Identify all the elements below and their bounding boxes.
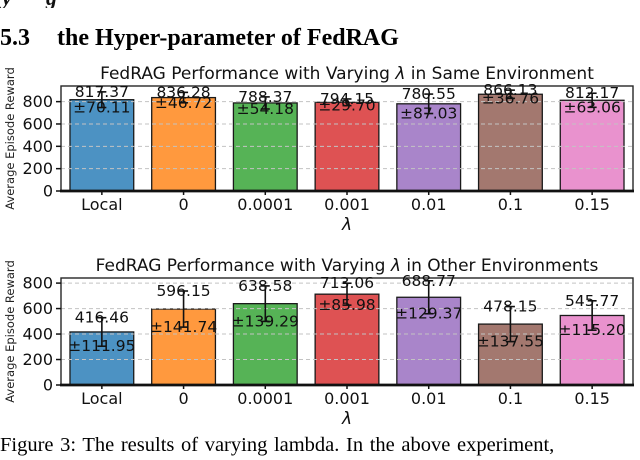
y-tick-label: 0 [43, 376, 53, 395]
bar-error-label: ±129.37 [395, 305, 462, 323]
chart-title: FedRAG Performance with Varying λ in Oth… [96, 256, 599, 276]
bar-value-label: 812.17 [565, 84, 619, 102]
bar [314, 293, 380, 386]
bar-error-label: ±36.76 [482, 89, 539, 107]
bar-value-label: 836.28 [156, 83, 210, 101]
bar-value-label: 794.15 [320, 90, 374, 108]
y-tick-label: 800 [22, 92, 53, 111]
bar-error-label: ±139.29 [232, 312, 299, 330]
bar [559, 99, 625, 192]
bar-error-label: ±46.72 [155, 94, 212, 112]
bar-error-label: ±141.74 [150, 318, 217, 336]
y-tick-label: 600 [22, 299, 53, 318]
bar-value-label: 780.55 [402, 85, 456, 103]
bar-value-label: 688.77 [402, 272, 456, 290]
bar-value-label: 416.46 [75, 309, 129, 327]
y-tick-label: 0 [43, 182, 53, 201]
x-tick-label: 0.001 [324, 389, 370, 408]
x-tick-label: 0.01 [411, 389, 447, 408]
figure-caption: Figure 3: The results of varying lambda.… [0, 434, 555, 456]
bar [477, 93, 543, 192]
chart-same-environment: Local 0 0.0001 0.001 0.01 0.1 0.15 0 200 400 600 80… [3, 64, 634, 233]
bar-value-label: 638.58 [238, 277, 292, 295]
y-tick-label: 600 [22, 114, 53, 133]
x-tick-label: 0.0001 [237, 389, 293, 408]
bar-error-label: ±115.20 [559, 321, 626, 339]
bar [151, 96, 217, 192]
y-tick-label: 800 [22, 274, 53, 293]
x-tick-label: 0.15 [574, 195, 610, 214]
x-tick-label: 0.1 [498, 195, 523, 214]
x-tick-label: Local [81, 389, 122, 408]
bar-value-label: 545.77 [565, 292, 619, 310]
x-tick-label: 0.001 [324, 195, 370, 214]
bar-error-label: ±111.95 [68, 337, 135, 355]
bar-value-label: 478.15 [483, 298, 537, 316]
bar-value-label: 713.06 [320, 274, 374, 292]
section-number: 5.3 [0, 25, 30, 51]
y-axis-label: Average Episode Reward [3, 260, 17, 403]
x-tick-label: 0 [178, 195, 188, 214]
bar-error-label: ±54.18 [237, 100, 294, 118]
bar-value-label: 596.15 [156, 282, 210, 300]
x-tick-label: 0.0001 [237, 195, 293, 214]
x-tick-label: Local [81, 195, 122, 214]
chart-title: FedRAG Performance with Varying λ in Sam… [100, 64, 594, 84]
bar-error-label: ±63.06 [563, 98, 620, 116]
bar-value-label: 788.37 [238, 88, 292, 106]
bar-error-label: ±70.11 [73, 99, 130, 117]
y-tick-label: 400 [22, 137, 53, 156]
bar-value-label: 817.37 [75, 83, 129, 101]
bar-error-label: ±29.70 [318, 97, 375, 115]
chart-other-environments: Local 0 0.0001 0.001 0.01 0.1 0.15 0 200 400 600 80… [3, 256, 634, 429]
x-tick-label: 0.01 [411, 195, 447, 214]
cropped-text-fragment: y [2, 0, 12, 8]
x-tick-label: 0 [178, 389, 188, 408]
x-tick-label: 0.1 [498, 389, 523, 408]
x-tick-label: 0.15 [574, 389, 610, 408]
section-heading: 5.3 the Hyper-parameter of FedRAG [0, 25, 640, 51]
cropped-text-line: y g [0, 0, 320, 8]
x-axis-label: λ [341, 215, 352, 233]
bar [69, 99, 135, 192]
y-tick-label: 200 [22, 350, 53, 369]
bar-value-label: 866.13 [483, 81, 537, 99]
y-axis-label: Average Episode Reward [3, 67, 17, 210]
y-tick-label: 400 [22, 325, 53, 344]
cropped-text-fragment: g [46, 0, 57, 8]
bar-error-label: ±87.03 [400, 105, 457, 123]
bar-error-label: ±137.55 [477, 333, 544, 351]
x-axis-label: λ [341, 409, 352, 429]
bar-error-label: ±85.98 [318, 296, 375, 314]
y-tick-label: 200 [22, 159, 53, 178]
section-title: the Hyper-parameter of FedRAG [57, 25, 399, 51]
